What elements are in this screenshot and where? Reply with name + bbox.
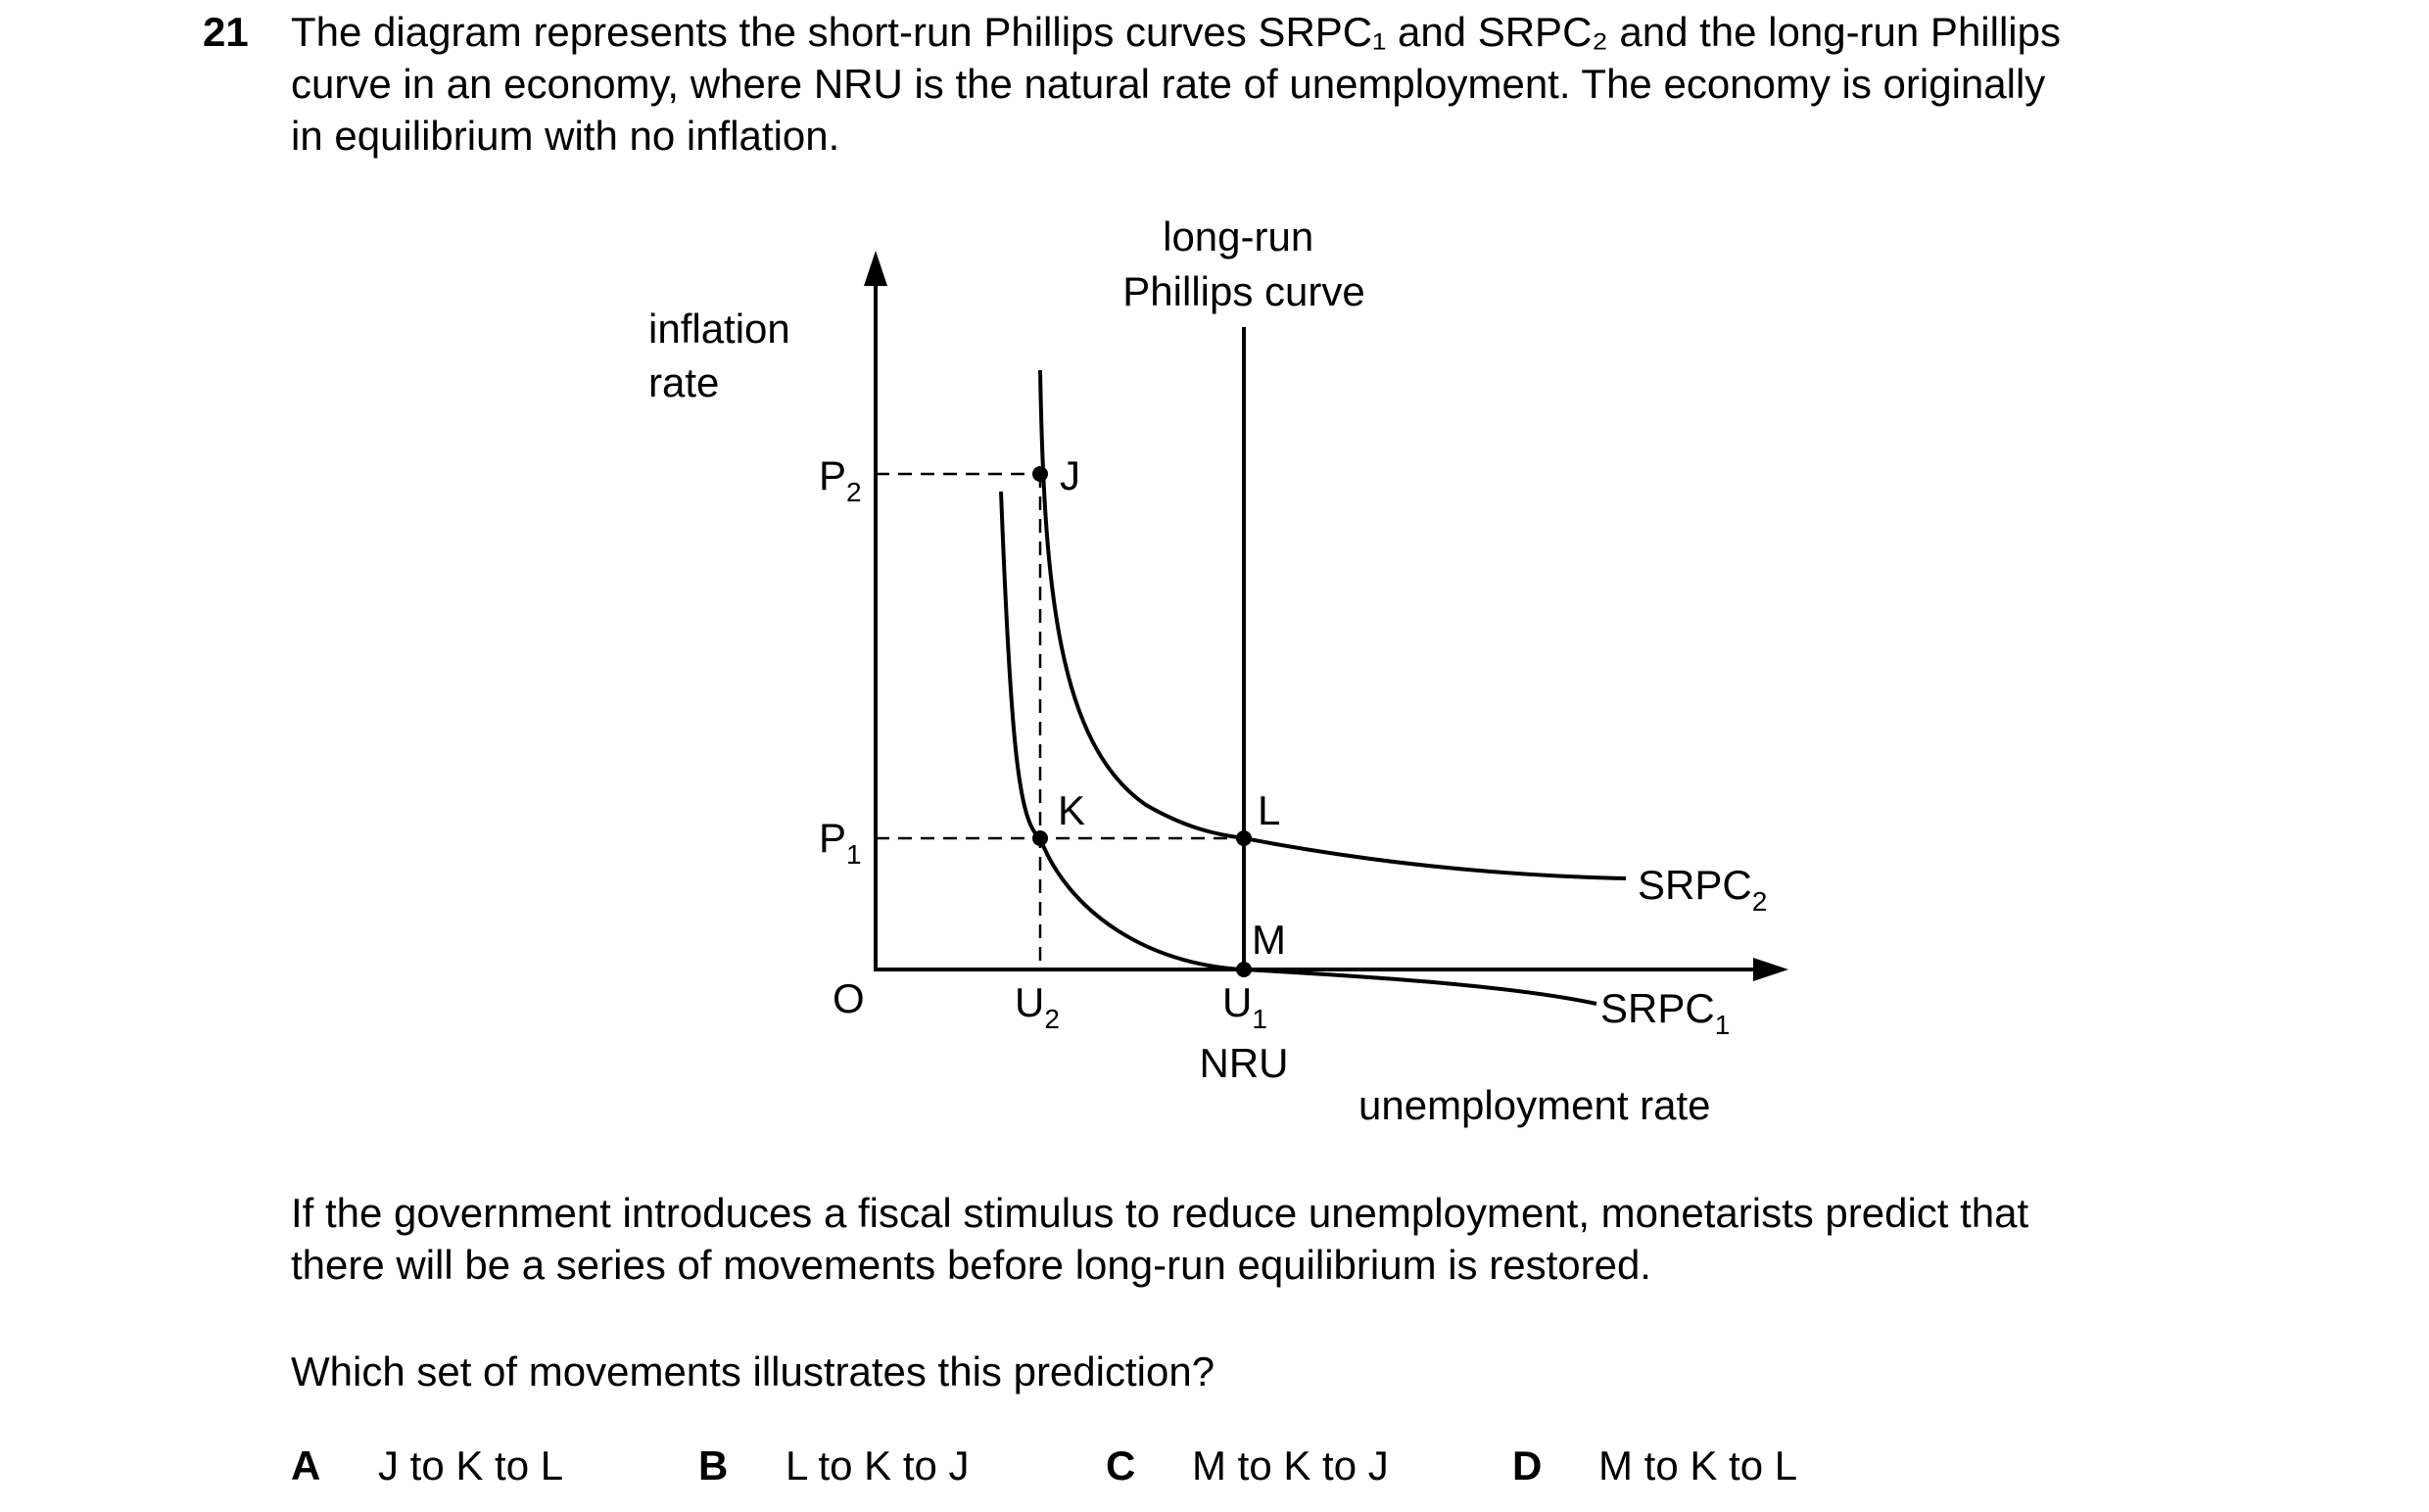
p1-label: P1 [819, 815, 862, 870]
option-a-letter[interactable]: A [291, 1442, 321, 1488]
option-b-letter[interactable]: B [698, 1442, 729, 1488]
option-a-text[interactable]: J to K to L [378, 1442, 564, 1488]
question-stem: The diagram represents the short-run Phi… [291, 6, 2250, 162]
option-d-text[interactable]: M to K to L [1598, 1442, 1798, 1488]
srpc1-curve [999, 491, 1597, 1006]
srpc1-sub: 1 [1715, 1010, 1731, 1040]
p1-sub: 1 [846, 839, 862, 870]
point-k-dot [1032, 830, 1048, 846]
u1-base: U [1222, 979, 1252, 1025]
x-axis-label: unemployment rate [1358, 1082, 1711, 1128]
u2-base: U [1015, 979, 1044, 1025]
y-axis-label-line: rate [648, 359, 719, 405]
prompt-line: Which set of movements illustrates this … [291, 1348, 1215, 1394]
stem-line: curve in an economy, where NRU is the na… [291, 61, 2046, 107]
u1-sub: 1 [1252, 1004, 1267, 1034]
question-followup: If the government introduces a fiscal st… [291, 1187, 2250, 1291]
stem-line: in equilibrium with no inflation. [291, 113, 840, 159]
y-axis-label: inflation rate [648, 306, 801, 405]
point-j-label: J [1060, 452, 1080, 498]
point-m-dot [1236, 962, 1252, 977]
answer-options: A J to K to L B L to K to J C M to K to … [0, 1439, 2429, 1497]
stem-line: The diagram represents the short-run Phi… [291, 9, 2061, 55]
srpc2-sub: 2 [1752, 886, 1768, 917]
srpc2-label: SRPC2 [1638, 862, 1767, 917]
srpc1-base: SRPC [1600, 985, 1715, 1031]
point-l-label: L [1258, 787, 1280, 833]
p2-sub: 2 [846, 477, 862, 507]
option-b-text[interactable]: L to K to J [786, 1442, 970, 1488]
option-d-letter[interactable]: D [1512, 1442, 1543, 1488]
followup-line: If the government introduces a fiscal st… [291, 1190, 2029, 1236]
y-axis-label-line: inflation [648, 306, 790, 352]
lrpc-label: long-run Phillips curve [1122, 213, 1364, 314]
point-k-label: K [1058, 787, 1085, 833]
lrpc-label-line: Phillips curve [1122, 268, 1364, 314]
u2-label: U2 [1015, 979, 1060, 1034]
origin-label: O [833, 975, 865, 1021]
option-c-letter[interactable]: C [1106, 1442, 1136, 1488]
srpc1-label: SRPC1 [1600, 985, 1730, 1040]
p2-label: P2 [819, 452, 862, 507]
p1-base: P [819, 815, 846, 861]
p2-base: P [819, 452, 846, 498]
u1-label: U1 [1222, 979, 1267, 1034]
question-prompt: Which set of movements illustrates this … [291, 1346, 2250, 1397]
nru-label: NRU [1200, 1040, 1289, 1086]
x-axis-arrow [1753, 958, 1788, 981]
option-c-text[interactable]: M to K to J [1192, 1442, 1389, 1488]
point-l-dot [1236, 830, 1252, 846]
y-axis-arrow [864, 251, 887, 286]
srpc2-base: SRPC [1638, 862, 1752, 908]
u2-sub: 2 [1044, 1004, 1060, 1034]
point-j-dot [1032, 466, 1048, 482]
followup-line: there will be a series of movements befo… [291, 1242, 1651, 1288]
question-number: 21 [203, 9, 249, 55]
lrpc-label-line: long-run [1163, 213, 1313, 260]
point-m-label: M [1252, 917, 1286, 963]
srpc2-curve [1038, 369, 1627, 880]
